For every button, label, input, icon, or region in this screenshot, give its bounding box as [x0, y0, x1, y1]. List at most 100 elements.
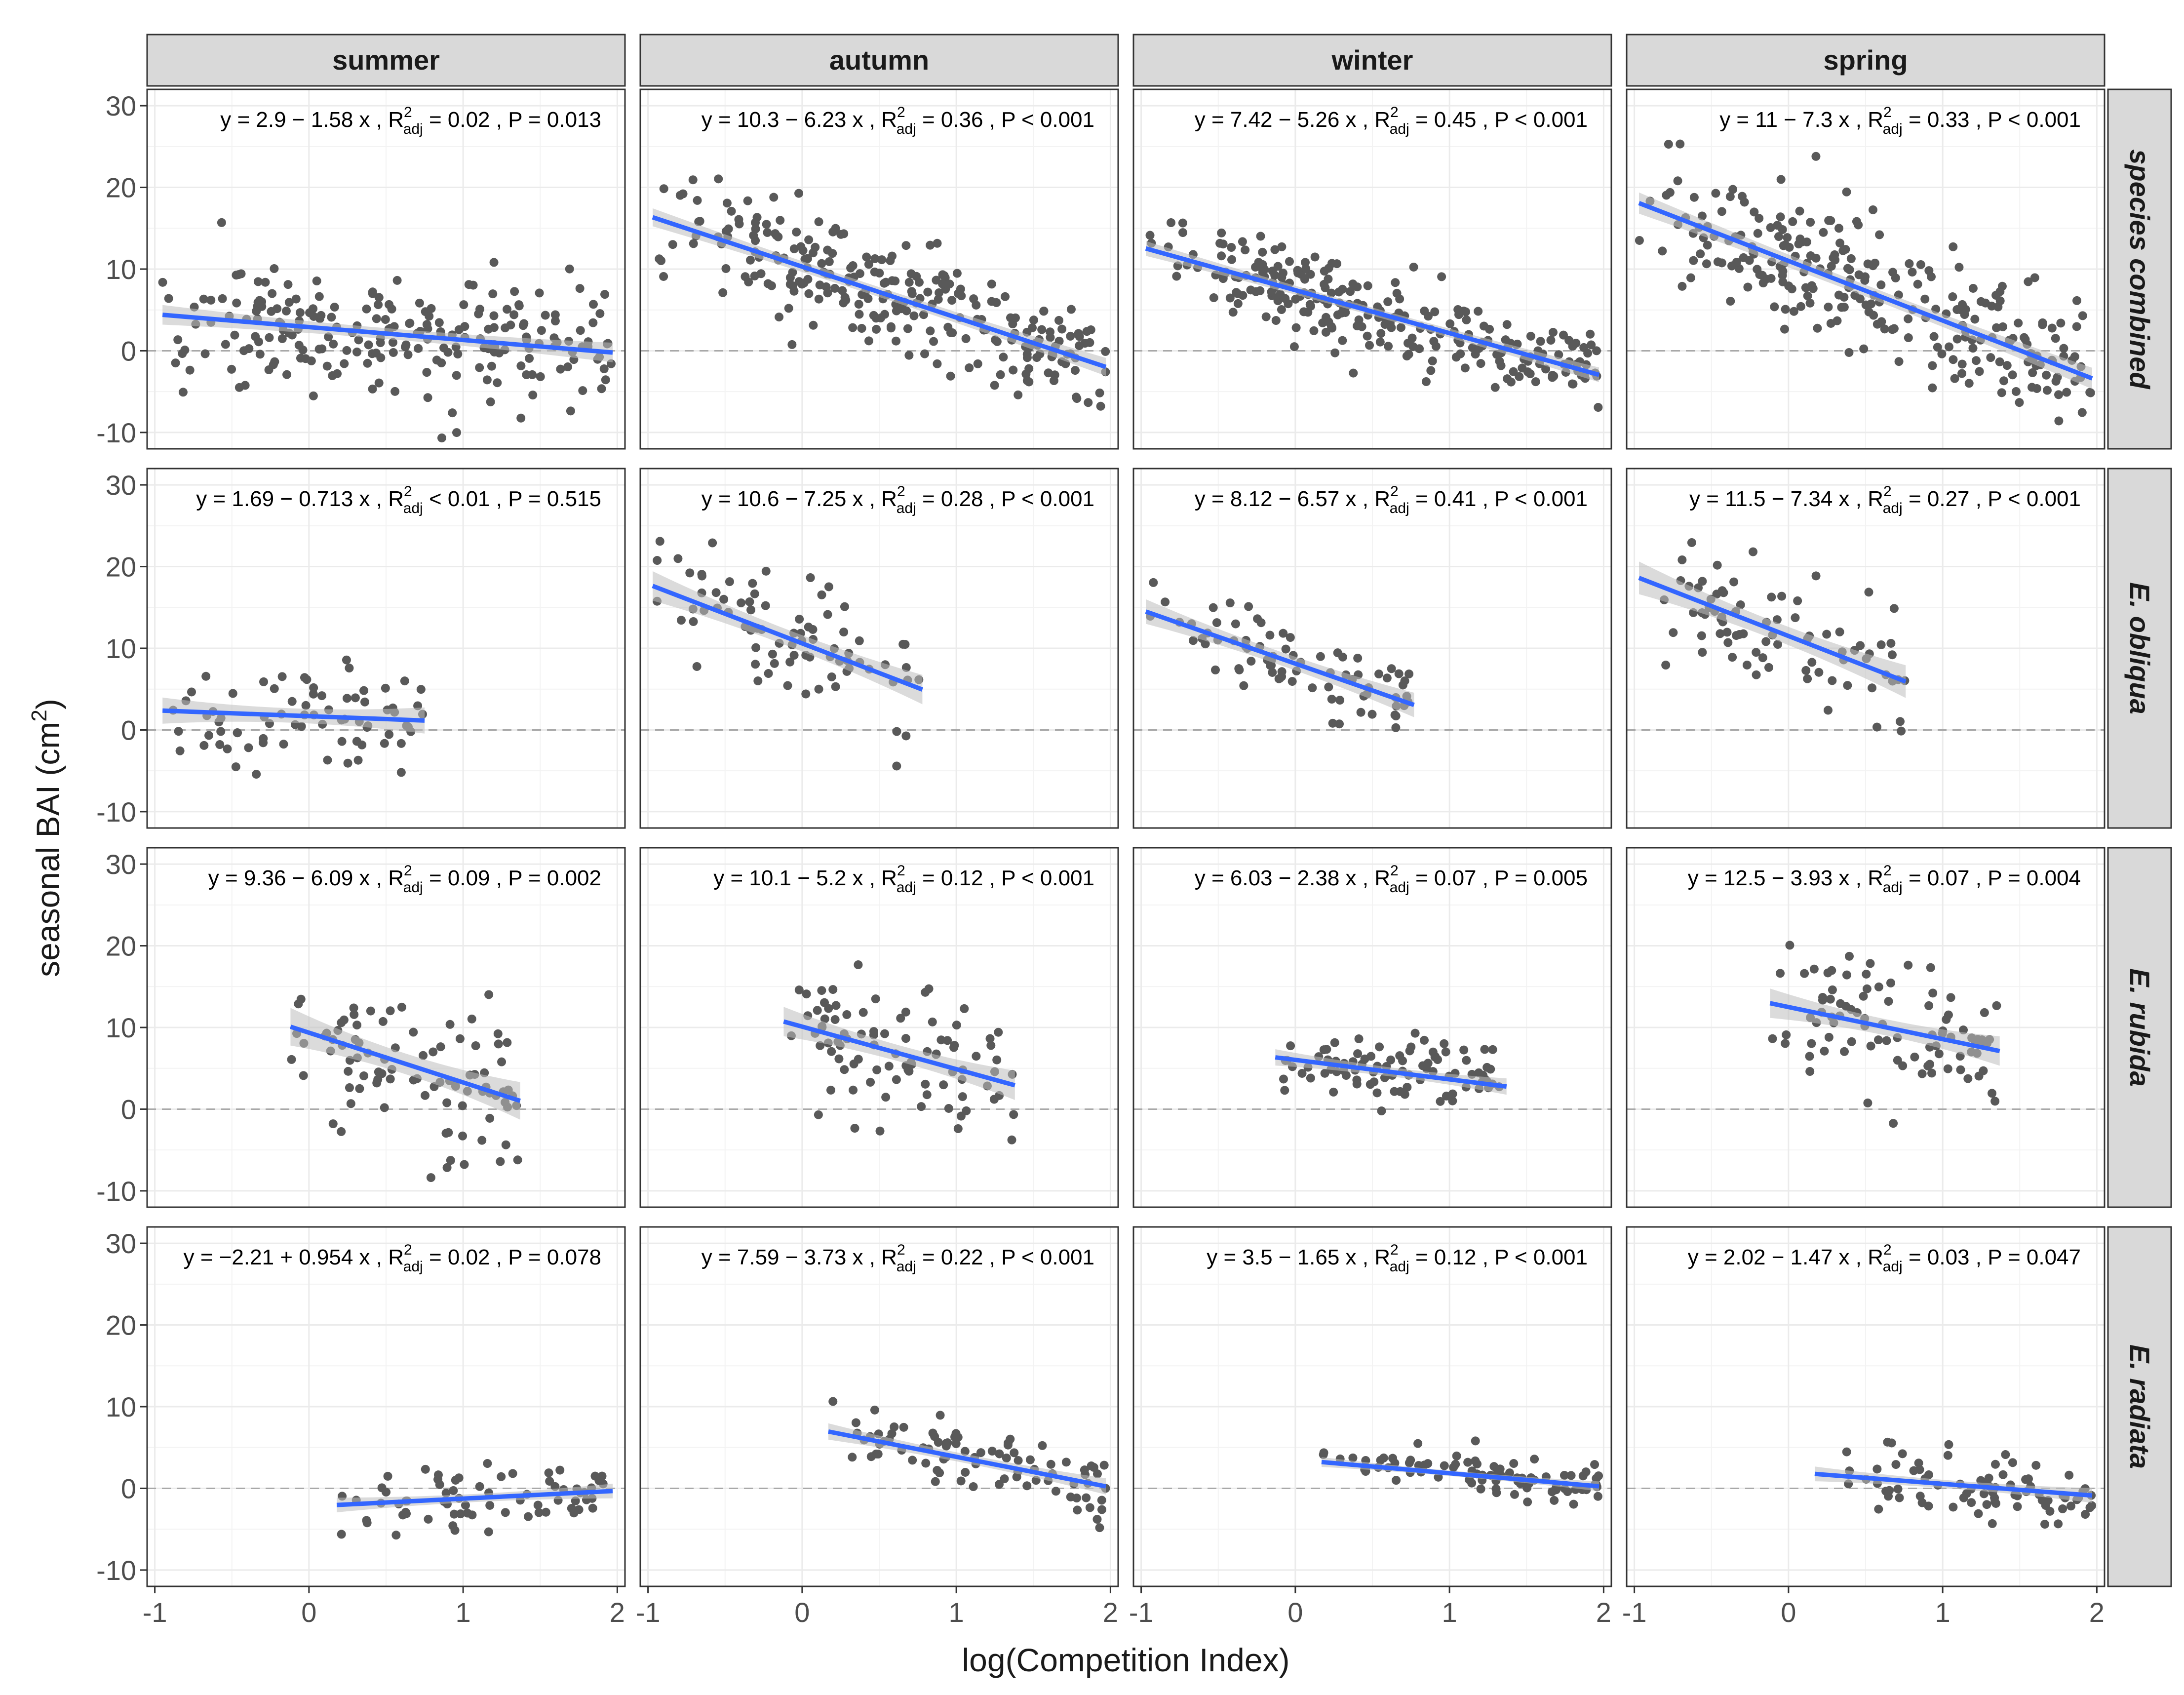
data-point [1979, 1066, 1988, 1075]
data-point [1404, 670, 1414, 679]
data-point [1423, 1459, 1433, 1468]
data-point [1346, 287, 1355, 296]
data-point [1398, 680, 1407, 690]
data-point [1842, 970, 1851, 980]
data-point [1992, 1001, 2001, 1010]
data-point [1051, 1487, 1060, 1496]
data-point [871, 994, 880, 1004]
data-point [2051, 334, 2060, 343]
data-point [489, 311, 499, 320]
data-point [808, 248, 818, 258]
data-point [1673, 176, 1682, 186]
data-point [268, 289, 277, 298]
data-point [1859, 344, 1869, 354]
data-point [808, 625, 818, 634]
data-point [1286, 633, 1295, 642]
data-point [444, 1128, 453, 1137]
regression-equation: y = 9.36 − 6.09 x , R2 adj = 0.09 , P = 0… [208, 863, 601, 896]
data-point [1791, 613, 1800, 623]
data-point [301, 354, 310, 363]
data-point [1372, 1088, 1382, 1098]
data-point [1801, 283, 1810, 292]
data-point [1893, 1484, 1903, 1494]
data-point [824, 1004, 833, 1013]
data-point [1227, 255, 1237, 264]
data-point [870, 254, 880, 263]
data-point [2062, 388, 2071, 397]
data-point [2011, 387, 2021, 396]
data-point [870, 1405, 879, 1415]
data-point [493, 1029, 503, 1038]
data-point [349, 1003, 358, 1013]
x-tick-label: 1 [1442, 1597, 1457, 1628]
data-point [1509, 1459, 1519, 1468]
data-point [1354, 315, 1364, 324]
data-point [950, 1432, 960, 1442]
data-point [386, 1006, 395, 1016]
data-point [1270, 245, 1280, 254]
data-point [804, 289, 814, 298]
data-point [901, 1034, 910, 1043]
data-point [1404, 350, 1413, 359]
data-point [1805, 298, 1815, 308]
data-point [1793, 596, 1802, 605]
data-point [1717, 586, 1727, 595]
data-point [1889, 604, 1899, 613]
data-point [888, 276, 897, 285]
regression-equation: y = −2.21 + 0.954 x , R2 adj = 0.02 , P =… [184, 1242, 601, 1275]
data-point [1456, 349, 1465, 358]
data-point [1800, 969, 1809, 978]
data-point [323, 755, 332, 765]
data-point [2054, 1519, 2063, 1529]
data-point [928, 1428, 937, 1438]
data-point [178, 349, 187, 358]
y-tick-label: 0 [121, 1473, 136, 1504]
data-point [391, 1531, 401, 1540]
data-point [933, 359, 942, 368]
data-point [795, 615, 804, 624]
data-point [536, 372, 545, 381]
data-point [969, 294, 978, 304]
data-point [830, 1015, 840, 1024]
data-point [1525, 369, 1535, 379]
data-point [2031, 1460, 2041, 1470]
data-point [1835, 627, 1844, 636]
data-point [751, 218, 760, 227]
data-point [1366, 1052, 1376, 1061]
data-point [227, 364, 236, 374]
data-point [1039, 307, 1049, 316]
data-point [2001, 1450, 2010, 1459]
data-point [840, 1065, 849, 1074]
data-point [535, 288, 544, 298]
data-point [1349, 368, 1358, 378]
data-point [957, 291, 966, 301]
data-point [866, 1452, 876, 1461]
data-point [497, 1472, 506, 1481]
data-point [767, 281, 776, 290]
data-point [1073, 1505, 1082, 1515]
data-point [350, 1010, 359, 1019]
data-point [655, 537, 664, 546]
data-point [899, 1422, 908, 1432]
data-point [1547, 1487, 1557, 1497]
data-point [1702, 259, 1711, 269]
data-point [931, 1477, 940, 1486]
data-point [567, 1504, 576, 1513]
data-point [854, 960, 863, 970]
data-point [387, 304, 396, 314]
data-point [659, 184, 668, 194]
data-point [890, 1422, 899, 1431]
data-point [1856, 641, 1865, 650]
data-point [291, 294, 301, 304]
data-point [1758, 653, 1767, 663]
data-point [1822, 630, 1832, 639]
data-point [1225, 293, 1235, 303]
data-point [545, 1477, 554, 1486]
data-point [1426, 366, 1436, 375]
data-point [1273, 262, 1283, 271]
data-point [234, 270, 243, 279]
data-point [1495, 356, 1504, 366]
data-point [1874, 982, 1883, 991]
data-point [855, 636, 864, 645]
data-point [1874, 1504, 1883, 1514]
